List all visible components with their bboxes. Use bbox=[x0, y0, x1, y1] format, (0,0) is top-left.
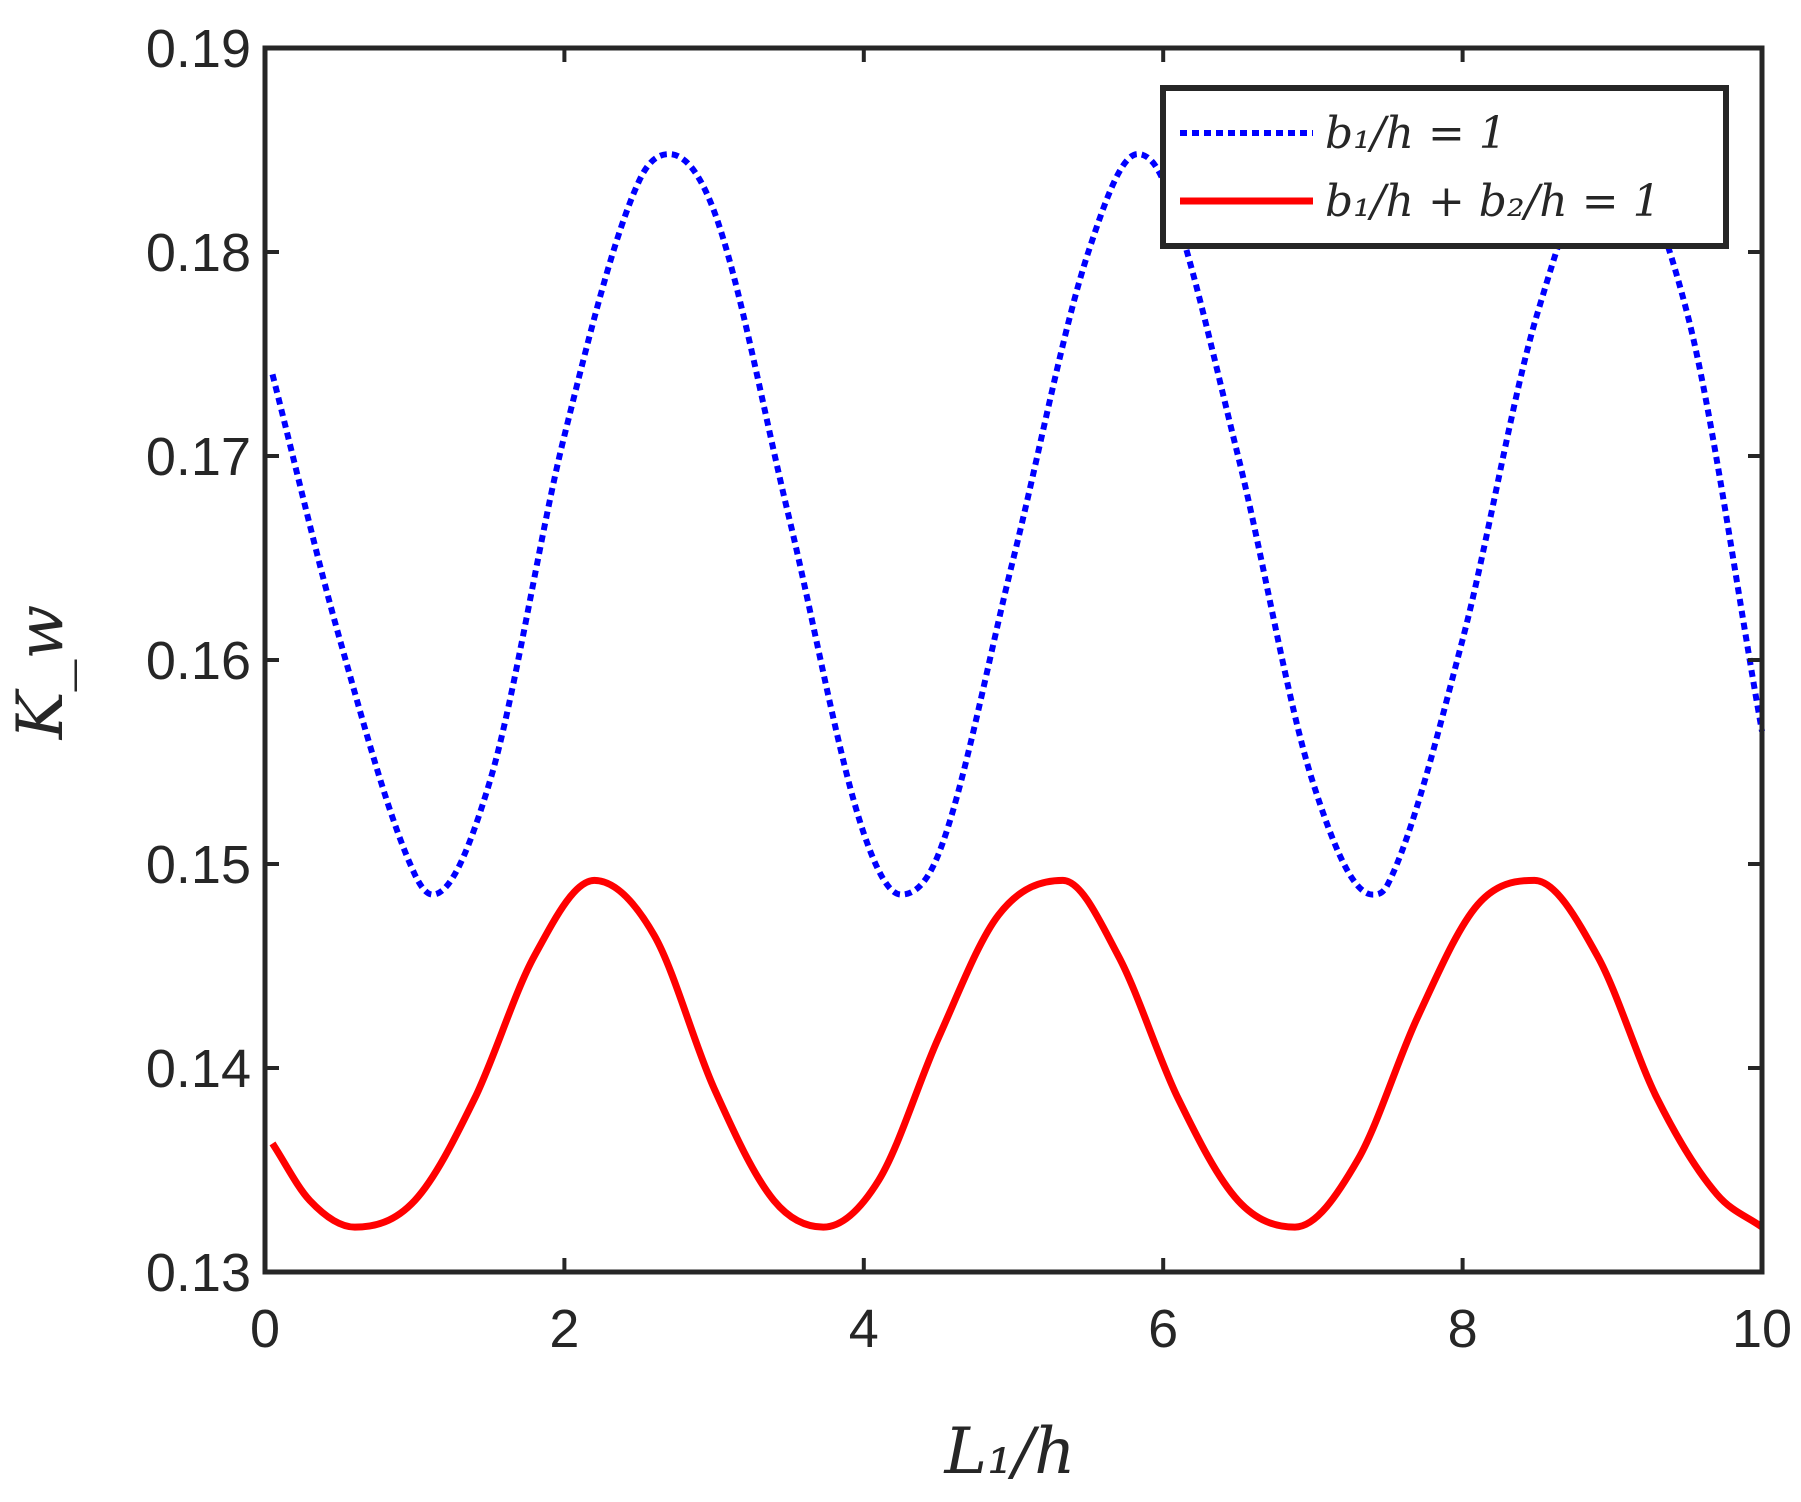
x-tick-labels: 0 2 4 6 8 10 bbox=[250, 1299, 1792, 1359]
x-tick-label: 4 bbox=[849, 1299, 879, 1359]
series-line-red bbox=[269, 876, 1765, 1231]
plot-background bbox=[265, 48, 1762, 1272]
y-axis-label: K_w bbox=[4, 605, 78, 741]
y-tick-label: 0.16 bbox=[146, 631, 251, 691]
x-tick-label: 8 bbox=[1448, 1299, 1478, 1359]
y-tick-label: 0.13 bbox=[146, 1243, 251, 1303]
y-tick-label: 0.17 bbox=[146, 427, 251, 487]
legend-label-red: b₁/h + b₂/h = 1 bbox=[1325, 176, 1661, 227]
x-tick-label: 10 bbox=[1732, 1299, 1792, 1359]
y-tick-label: 0.14 bbox=[146, 1039, 251, 1099]
series-line-blue bbox=[269, 151, 1765, 898]
x-axis-label: L₁/h bbox=[944, 1415, 1076, 1489]
x-tick-label: 0 bbox=[250, 1299, 280, 1359]
x-tick-label: 6 bbox=[1148, 1299, 1178, 1359]
y-tick-label: 0.19 bbox=[146, 19, 251, 79]
legend: b₁/h = 1 b₁/h + b₂/h = 1 bbox=[1160, 85, 1729, 249]
legend-label-blue: b₁/h = 1 bbox=[1325, 108, 1507, 159]
y-tick-label: 0.15 bbox=[146, 835, 251, 895]
legend-box bbox=[1160, 85, 1729, 249]
y-tick-labels: 0.13 0.14 0.15 0.16 0.17 0.18 0.19 bbox=[146, 19, 251, 1303]
x-tick-label: 2 bbox=[549, 1299, 579, 1359]
plot-area bbox=[262, 45, 1765, 1275]
y-tick-label: 0.18 bbox=[146, 223, 251, 283]
